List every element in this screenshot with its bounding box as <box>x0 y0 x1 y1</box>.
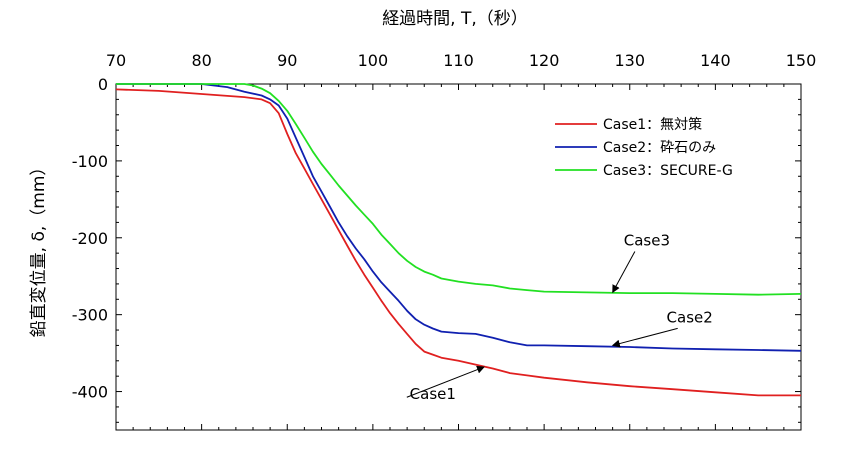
y-ticks: 0 -100 -200 -300 -400 <box>72 75 801 423</box>
series-line-case1 <box>115 88 801 397</box>
series-line-case3 <box>116 83 802 296</box>
x-tick-label: 150 <box>786 51 817 70</box>
x-tick-label: 100 <box>358 51 389 70</box>
annotation-label: Case2 <box>667 308 713 326</box>
annotation-arrow <box>612 251 636 294</box>
legend-label: Case1：無対策 <box>603 116 702 133</box>
legend-label: Case3：SECURE-G <box>603 163 733 179</box>
annotation-label: Case3 <box>624 231 670 249</box>
legend: Case1：無対策 Case2：砕石のみ Case3：SECURE-G <box>555 116 733 179</box>
x-tick-label: 70 <box>106 51 126 70</box>
annotation-arrow <box>611 327 678 348</box>
plot-frame <box>115 83 802 431</box>
series-line-case2 <box>116 83 802 352</box>
x-tick-label: 130 <box>614 51 645 70</box>
y-tick-label: -300 <box>72 306 108 325</box>
annotation-arrow <box>406 365 485 398</box>
x-ticks: 70 80 90 100 110 120 130 140 150 <box>106 51 816 430</box>
y-axis-title: 鉛直変位量, δ,（mm） <box>29 159 49 338</box>
x-tick-label: 110 <box>443 51 474 70</box>
series-layer <box>115 83 802 397</box>
annotations: Case3 Case2 Case1 <box>406 231 713 403</box>
x-tick-label: 120 <box>529 51 560 70</box>
x-tick-label: 80 <box>191 51 211 70</box>
x-tick-label: 90 <box>277 51 297 70</box>
y-tick-label: -200 <box>72 229 108 248</box>
legend-label: Case2：砕石のみ <box>603 140 716 156</box>
y-tick-label: -100 <box>72 152 108 171</box>
x-axis-title: 経過時間, T,（秒） <box>382 9 528 29</box>
y-tick-label: -400 <box>72 383 108 402</box>
y-tick-label: 0 <box>98 75 108 94</box>
x-tick-label: 140 <box>700 51 731 70</box>
annotation-label: Case1 <box>410 385 456 403</box>
